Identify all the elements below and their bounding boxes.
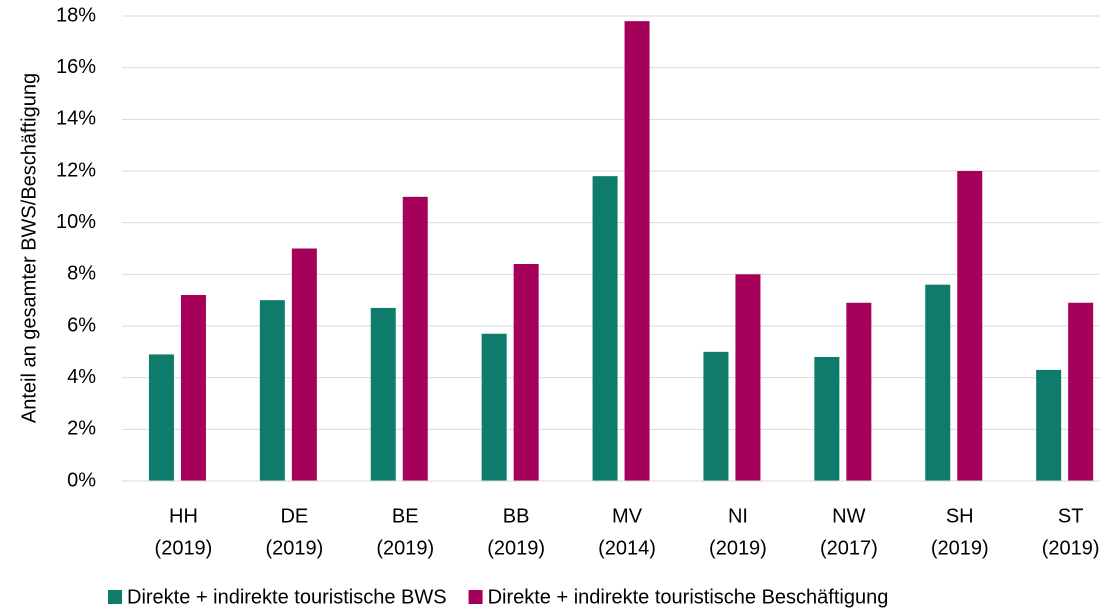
bar xyxy=(259,300,285,481)
x-tick-label: (2019) xyxy=(487,537,545,559)
y-tick-label: 8% xyxy=(67,263,96,285)
bar xyxy=(1068,302,1094,481)
y-tick-label: 18% xyxy=(56,4,96,26)
x-tick-label: (2019) xyxy=(709,537,767,559)
bar xyxy=(624,21,650,482)
bar xyxy=(402,196,428,482)
x-tick-label: HH xyxy=(169,505,198,527)
bar xyxy=(735,274,761,481)
x-tick-label: (2019) xyxy=(155,537,213,559)
x-tick-label: (2017) xyxy=(820,537,878,559)
x-tick-label: NW xyxy=(832,505,865,527)
bar xyxy=(148,354,174,481)
bar xyxy=(703,351,729,481)
x-tick-label: DE xyxy=(280,505,308,527)
bar xyxy=(814,357,840,481)
y-axis-label: Anteil an gesamter BWS/Beschäftigung xyxy=(18,73,40,423)
x-tick-label: (2019) xyxy=(265,537,323,559)
y-tick-label: 6% xyxy=(67,314,96,336)
x-tick-label: MV xyxy=(612,505,643,527)
bar xyxy=(846,302,872,481)
bar xyxy=(370,307,396,481)
y-tick-label: 0% xyxy=(67,469,96,491)
x-tick-label: NI xyxy=(728,505,748,527)
legend-swatch xyxy=(108,590,122,604)
y-tick-label: 12% xyxy=(56,159,96,181)
bar xyxy=(513,264,539,481)
x-tick-label: ST xyxy=(1058,505,1084,527)
y-tick-label: 14% xyxy=(56,108,96,130)
bar xyxy=(291,248,317,481)
bar xyxy=(481,333,507,481)
x-tick-label: SH xyxy=(946,505,974,527)
bar xyxy=(592,176,618,481)
y-tick-label: 16% xyxy=(56,56,96,78)
x-tick-label: BB xyxy=(503,505,530,527)
x-tick-label: BE xyxy=(392,505,419,527)
legend-label: Direkte + indirekte touristische BWS xyxy=(127,586,447,608)
legend-label: Direkte + indirekte touristische Beschäf… xyxy=(488,586,889,608)
x-tick-label: (2019) xyxy=(931,537,989,559)
y-tick-label: 10% xyxy=(56,211,96,233)
bar xyxy=(180,295,206,481)
x-tick-label: (2019) xyxy=(376,537,434,559)
y-tick-label: 4% xyxy=(67,366,96,388)
bar xyxy=(925,284,951,481)
x-tick-label: (2019) xyxy=(1042,537,1100,559)
legend-swatch xyxy=(468,590,483,604)
x-tick-label: (2014) xyxy=(598,537,656,559)
y-tick-label: 2% xyxy=(67,418,96,440)
bar xyxy=(1036,369,1062,481)
bar xyxy=(957,171,983,481)
